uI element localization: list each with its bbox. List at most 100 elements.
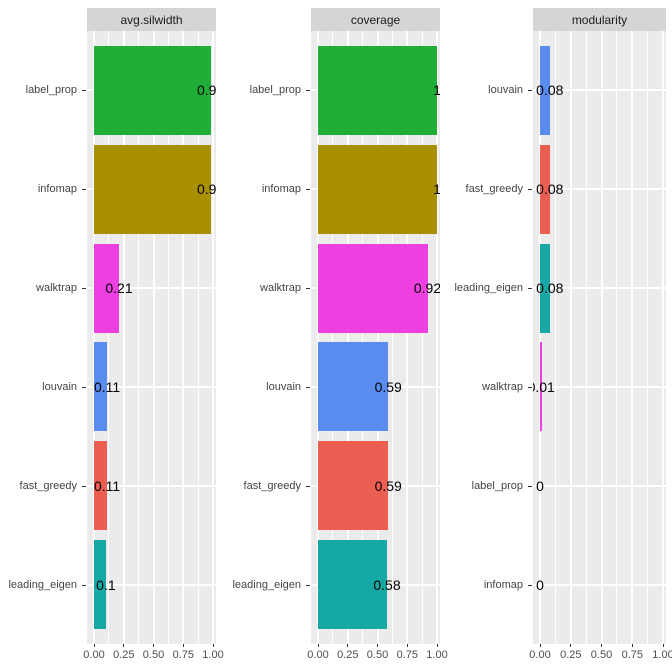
x-axis-tick-label: 0.50 [142, 649, 165, 661]
gridline-minor-vertical [332, 31, 334, 644]
facet-strip: avg.silwidth [87, 8, 216, 31]
bar [540, 342, 542, 432]
y-axis-tick-mark [528, 584, 532, 586]
bar [94, 540, 106, 630]
bar [94, 342, 108, 432]
y-axis-tick-mark [306, 386, 310, 388]
gridline-major-horizontal [533, 89, 666, 92]
gridline-minor-vertical [616, 31, 618, 644]
y-axis-label: louvain [488, 84, 523, 97]
bar-value-label: 0.21 [105, 280, 133, 296]
bar [94, 144, 211, 234]
x-axis-tick-mark [662, 644, 664, 647]
y-axis-tick-mark [306, 485, 310, 487]
x-axis-tick-mark [570, 644, 572, 647]
bar [318, 45, 437, 135]
y-axis-tick-mark [528, 386, 532, 388]
y-axis-label: leading_eigen [454, 282, 523, 294]
x-axis-tick-label: 0.50 [590, 649, 613, 661]
gridline-major-vertical [539, 31, 541, 644]
y-axis-tick-mark [528, 189, 532, 191]
gridline-major-horizontal [533, 484, 666, 487]
x-axis-tick-label: 0.00 [83, 649, 105, 661]
x-axis-tick-mark [93, 644, 95, 647]
gridline-major-horizontal [533, 287, 666, 289]
facet-strip-title: avg.silwidth [120, 12, 183, 27]
gridline-minor-vertical [362, 31, 364, 644]
bar-value-label: 0.98 [196, 181, 216, 198]
y-axis-label: infomap [37, 183, 77, 196]
gridline-major-horizontal [87, 484, 216, 487]
y-axis-tick-mark [82, 485, 86, 487]
bar [318, 342, 389, 432]
facet-strip: modularity [533, 8, 666, 31]
bar-value-label: 0.08 [536, 82, 564, 99]
y-axis-tick-mark [82, 90, 86, 92]
gridline-minor-vertical [167, 31, 169, 644]
gridline-major-vertical [122, 31, 125, 644]
x-axis-tick-label: 1.00 [652, 649, 672, 661]
bar-value-label: 0.59 [374, 477, 402, 494]
gridline-minor-vertical [647, 31, 649, 644]
y-axis-label: infomap [261, 183, 301, 196]
x-axis-tick-mark [182, 644, 184, 647]
x-axis-tick-label: 0.75 [621, 649, 643, 661]
gridline-major-horizontal [87, 583, 216, 586]
y-axis-label: leading_eigen [232, 578, 301, 591]
plot-panel: 1 1 0.92 0.59 0.59 0.58 [311, 31, 440, 644]
gridline-minor-vertical [554, 31, 556, 644]
gridline-major-horizontal [533, 385, 666, 388]
y-axis-tick-mark [528, 485, 532, 487]
y-axis-label: leading_eigen [8, 578, 77, 591]
x-axis-tick-label: 0.75 [396, 649, 418, 661]
y-axis-label: fast_greedy [465, 183, 523, 196]
x-axis-tick-label: 0.25 [113, 649, 135, 661]
bar [318, 441, 389, 531]
bar [94, 45, 211, 135]
y-axis-label: fast_greedy [243, 479, 301, 492]
x-axis-tick-label: 0.25 [337, 649, 359, 661]
y-axis-tick-mark [306, 189, 310, 191]
gridline-minor-vertical [138, 31, 140, 644]
gridline-major-vertical [346, 31, 349, 644]
gridline-minor-vertical [197, 31, 199, 644]
bar-value-label: 0 [536, 477, 544, 494]
bar-value-label: 0.08 [536, 280, 564, 296]
x-axis-tick-mark [436, 644, 438, 647]
bar [318, 144, 437, 234]
bar [94, 441, 108, 531]
gridline-major-vertical [569, 31, 572, 644]
plot-panel: 0.98 0.98 0.21 0.11 0.11 0.1 [87, 31, 216, 644]
y-axis-tick-mark [82, 189, 86, 191]
y-axis-label: fast_greedy [19, 479, 77, 492]
bar-value-label: 1 [433, 82, 440, 99]
gridline-major-horizontal [87, 385, 216, 388]
gridline-major-horizontal [87, 287, 216, 289]
bar-value-label: 0.98 [196, 82, 216, 99]
x-axis-tick-mark [153, 644, 154, 647]
bar-value-label: 0.01 [533, 378, 555, 395]
y-axis-label: label_prop [25, 84, 77, 97]
gridline-major-horizontal [533, 583, 666, 586]
bar [540, 45, 550, 135]
gridline-minor-vertical [421, 31, 423, 644]
y-axis-label: louvain [266, 380, 301, 393]
x-axis-tick-mark [539, 644, 541, 647]
x-axis-tick-mark [377, 644, 378, 647]
bar-value-label: 0.11 [93, 477, 121, 494]
bar-value-label: 0.1 [96, 576, 116, 593]
gridline-major-vertical [406, 31, 409, 644]
gridline-major-vertical [93, 31, 95, 644]
bar-value-label: 0 [536, 576, 544, 593]
x-axis-tick-mark [212, 644, 214, 647]
gridline-major-vertical [376, 31, 379, 644]
gridline-minor-vertical [391, 31, 393, 644]
x-axis-tick-mark [631, 644, 633, 647]
bar-value-label: 0.59 [374, 378, 402, 395]
gridline-major-vertical [152, 31, 155, 644]
gridline-major-horizontal [533, 188, 666, 191]
y-axis-tick-mark [306, 584, 310, 586]
bar-value-label: 1 [433, 181, 440, 198]
x-axis-tick-mark [317, 644, 319, 647]
